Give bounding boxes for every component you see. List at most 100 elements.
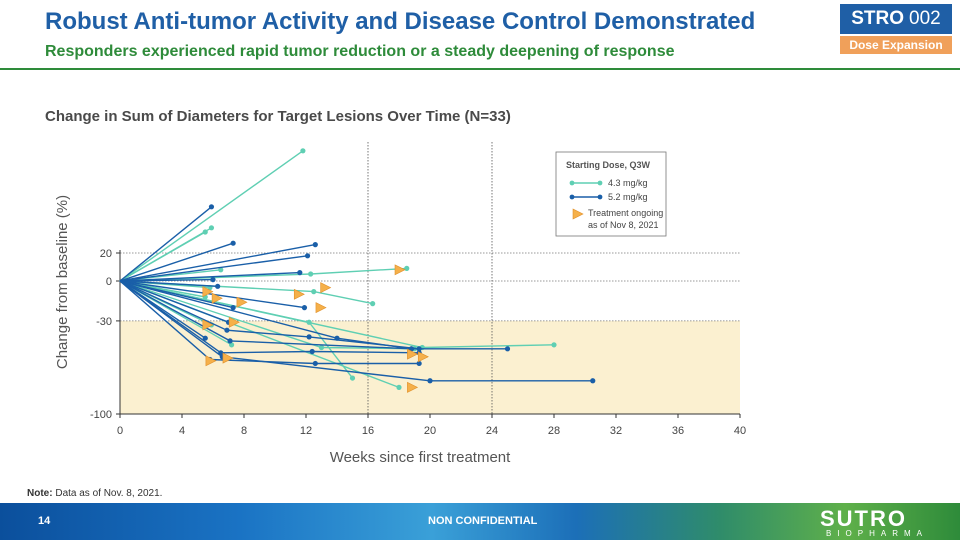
y-axis-label: Change from baseline (%)	[54, 195, 71, 369]
y-tick-label: -30	[96, 316, 112, 328]
data-point	[224, 327, 230, 333]
patient-line	[119, 206, 212, 282]
ongoing-marker	[407, 348, 419, 360]
legend-marker	[569, 180, 575, 186]
data-point	[218, 267, 224, 273]
dose-expansion-badge: Dose Expansion	[840, 36, 952, 54]
x-tick-label: 8	[241, 425, 247, 437]
data-point	[404, 265, 410, 271]
spider-plot: 0 4 8 12 16 20 24 28 32 36 40 20 0 -30 -100 Weeks since…	[54, 142, 746, 466]
ongoing-marker	[222, 352, 234, 364]
title-divider	[0, 68, 960, 70]
study-badge-number: 002	[909, 8, 941, 29]
ongoing-marker	[205, 355, 217, 367]
ongoing-marker	[417, 351, 429, 363]
ongoing-marker	[315, 302, 327, 314]
legend-ongoing-label: as of Nov 8, 2021	[588, 220, 659, 230]
x-tick-label: 16	[362, 425, 374, 437]
data-point	[504, 346, 511, 352]
patient-line	[119, 280, 420, 350]
data-point	[309, 348, 315, 355]
data-point	[427, 378, 433, 384]
data-point	[349, 375, 356, 381]
data-point	[590, 378, 596, 384]
legend-marker	[569, 194, 575, 200]
patient-line	[119, 242, 234, 282]
data-point	[301, 305, 308, 311]
data-point	[318, 344, 325, 351]
ongoing-marker	[320, 282, 332, 294]
data-point	[304, 253, 311, 259]
data-point	[551, 342, 557, 348]
data-point	[210, 277, 216, 283]
ongoing-marker	[211, 292, 223, 304]
ongoing-marker	[236, 296, 248, 308]
legend-marker	[597, 180, 603, 186]
legend-title: Starting Dose, Q3W	[566, 160, 651, 170]
data-point	[396, 384, 402, 390]
data-point	[312, 242, 318, 248]
study-badge-name: STRO	[851, 8, 905, 29]
patient-line	[119, 280, 206, 339]
ongoing-marker	[293, 288, 305, 300]
y-tick-label: 0	[106, 276, 112, 288]
response-shaded-region	[120, 320, 740, 414]
patient-line	[119, 280, 218, 287]
ongoing-marker	[202, 319, 214, 331]
ongoing-marker	[394, 264, 406, 276]
legend-box	[555, 151, 667, 237]
data-point	[300, 148, 306, 154]
data-point	[416, 360, 422, 367]
patient-line	[119, 243, 316, 282]
patient-line	[119, 278, 214, 282]
chart-title: Change in Sum of Diameters for Target Le…	[45, 108, 511, 125]
x-axis-label: Weeks since first treatment	[330, 449, 511, 466]
data-point	[297, 270, 303, 276]
ongoing-marker	[228, 316, 240, 328]
data-point	[416, 346, 422, 352]
data-point	[306, 334, 312, 340]
data-point	[308, 271, 314, 277]
x-tick-label: 32	[610, 425, 622, 437]
data-point	[215, 283, 221, 289]
data-point	[208, 204, 215, 210]
data-point	[227, 338, 233, 344]
company-logo: SUTRO	[820, 506, 907, 531]
x-tick-label: 4	[179, 425, 185, 437]
patient-line	[119, 227, 212, 282]
x-tick-label: 36	[672, 425, 684, 437]
data-point	[230, 240, 236, 246]
slide-title: Robust Anti-tumor Activity and Disease C…	[45, 8, 756, 35]
patient-line	[119, 280, 508, 350]
data-point	[229, 342, 235, 348]
slide-subtitle: Responders experienced rapid tumor reduc…	[45, 43, 675, 60]
x-tick-label: 12	[300, 425, 312, 437]
patient-line	[119, 280, 229, 323]
page-number: 14	[38, 515, 51, 527]
x-tick-label: 20	[424, 425, 436, 437]
y-tick-label: -100	[90, 409, 112, 421]
data-point	[408, 346, 414, 352]
ongoing-marker	[202, 286, 214, 298]
company-logo-subtitle: BIOPHARMA	[826, 529, 929, 538]
data-point	[311, 289, 317, 295]
legend-marker	[597, 194, 603, 200]
data-point	[230, 305, 236, 311]
note-label: Note:	[27, 488, 53, 499]
data-point	[334, 335, 340, 341]
patient-line	[119, 255, 308, 282]
legend-ongoing-marker	[572, 208, 584, 220]
data-point	[312, 360, 318, 367]
x-tick-label: 28	[548, 425, 560, 437]
legend-ongoing-label: Treatment ongoing	[588, 208, 663, 218]
confidentiality-label: NON CONFIDENTIAL	[428, 515, 538, 527]
patient-line	[119, 150, 304, 282]
y-tick-label: 20	[100, 248, 112, 260]
x-tick-label: 24	[486, 425, 498, 437]
ongoing-marker	[407, 381, 419, 393]
legend-label: 5.2 mg/kg	[608, 192, 648, 202]
patient-line	[119, 271, 300, 282]
data-note: Note: Data as of Nov. 8, 2021.	[27, 488, 162, 499]
data-point	[370, 301, 376, 307]
x-tick-label: 40	[734, 425, 746, 437]
